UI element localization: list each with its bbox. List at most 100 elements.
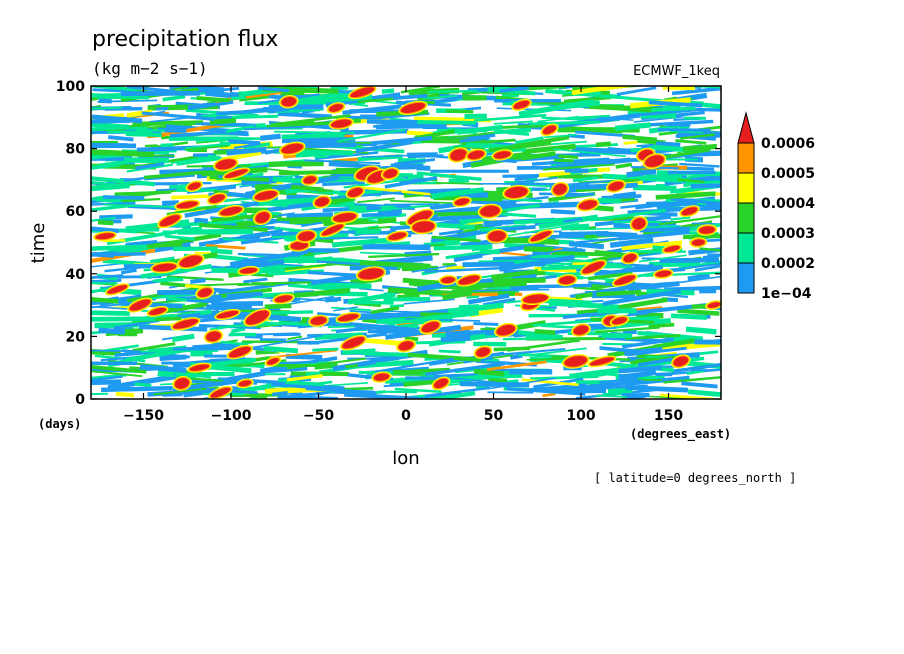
field-streak-level-1: [190, 278, 206, 284]
field-streak-level-1: [259, 338, 287, 342]
field-streak-level-3: [144, 144, 158, 148]
field-streak-level-3: [185, 145, 229, 151]
field-streak-level-1: [91, 114, 143, 124]
field-streak-level-3: [553, 158, 574, 163]
field-streak-level-1: [656, 198, 698, 210]
field-streak-level-1: [565, 192, 595, 198]
field-streak-level-1: [679, 162, 720, 168]
high-precip-cell: [350, 87, 375, 98]
field-streak-level-3: [575, 292, 593, 300]
field-streak-level-1: [696, 178, 713, 181]
field-streak-level-1: [628, 303, 707, 316]
field-streak-level-2: [544, 133, 577, 139]
field-streak-level-1: [216, 107, 290, 116]
high-precip-cell: [664, 245, 680, 252]
field-streak-level-3: [400, 86, 440, 94]
high-precip-cell: [408, 210, 432, 225]
field-streak-level-4: [185, 284, 206, 289]
high-precip-cell: [224, 169, 248, 178]
field-streak-level-1: [91, 262, 127, 270]
field-streak-level-1: [243, 125, 321, 131]
high-precip-cell: [612, 317, 627, 325]
high-precip-cell: [476, 347, 490, 357]
field-streak-level-3: [526, 358, 562, 361]
high-precip-cell: [412, 221, 435, 233]
field-streak-level-3: [677, 178, 705, 184]
y-tick-label: 0: [75, 392, 85, 408]
field-streak-level-1: [626, 168, 657, 178]
field-streak-level-1: [495, 368, 553, 375]
field-streak-level-3: [503, 240, 529, 244]
field-streak-level-1: [397, 204, 411, 209]
field-streak-level-1: [433, 372, 480, 378]
field-streak-level-3: [276, 216, 337, 222]
field-streak-level-2: [429, 310, 480, 321]
colorbar-swatch: [737, 202, 755, 234]
field-streak-level-2: [136, 129, 166, 132]
field-streak-level-2: [502, 337, 555, 341]
field-streak-level-1: [625, 265, 663, 271]
field-streak-level-1: [496, 224, 536, 232]
high-precip-cell: [488, 230, 506, 242]
field-streak-level-3: [153, 301, 209, 316]
field-streak-level-1: [203, 294, 254, 304]
field-streak-level-1: [237, 252, 300, 257]
field-streak-level-2: [501, 212, 537, 218]
field-streak-level-3: [236, 220, 258, 228]
high-precip-cell: [281, 143, 304, 154]
high-precip-cell: [216, 310, 239, 319]
field-streak-level-1: [247, 334, 323, 350]
field-streak-level-2: [515, 136, 544, 144]
field-streak-level-1: [102, 195, 145, 200]
high-precip-cell: [298, 231, 315, 241]
field-streak-level-3: [520, 151, 556, 161]
high-precip-cell: [383, 169, 398, 179]
field-streak-level-2: [651, 106, 696, 112]
high-precip-cell: [450, 149, 467, 161]
field-streak-level-2: [179, 221, 205, 228]
high-precip-cell: [454, 198, 470, 206]
field-streak-level-1: [91, 361, 138, 366]
field-streak-level-2: [225, 124, 255, 133]
precipitation-field: [91, 86, 721, 399]
high-precip-cell: [152, 263, 177, 272]
colorbar-label: 0.0004: [761, 196, 815, 212]
field-streak-level-1: [637, 357, 673, 367]
field-streak-level-1: [278, 392, 323, 399]
field-streak-level-5: [542, 392, 556, 398]
field-streak-level-3: [278, 169, 360, 176]
field-streak-level-2: [394, 387, 442, 393]
high-precip-cell: [400, 102, 426, 113]
field-streak-level-1: [517, 176, 558, 184]
field-streak-level-2: [91, 86, 141, 92]
field-streak-level-1: [277, 111, 332, 119]
field-streak-level-1: [375, 309, 449, 320]
field-streak-level-2: [602, 173, 684, 183]
field-streak-level-1: [120, 268, 137, 275]
field-streak-level-2: [421, 390, 476, 399]
colorbar-swatch: [737, 262, 755, 294]
x-tick-label: −150: [123, 408, 164, 424]
field-streak-level-3: [387, 287, 453, 297]
field-streak-level-1: [704, 206, 721, 211]
field-streak-level-2: [171, 333, 195, 343]
colorbar-swatch: [737, 142, 755, 174]
field-streak-level-1: [460, 381, 530, 388]
field-streak-level-2: [493, 120, 533, 125]
high-precip-cell: [174, 378, 190, 389]
high-precip-cell: [333, 213, 357, 222]
high-precip-cell: [238, 380, 252, 387]
field-streak-level-2: [350, 359, 414, 369]
field-streak-level-1: [609, 237, 654, 248]
field-streak-level-2: [229, 332, 257, 337]
field-streak-level-2: [639, 254, 687, 263]
field-streak-level-1: [360, 114, 382, 120]
field-streak-level-1: [568, 241, 605, 250]
field-streak-level-2: [590, 208, 666, 222]
field-streak-level-1: [105, 252, 146, 257]
field-streak-level-4: [571, 86, 645, 96]
field-streak-level-2: [601, 332, 633, 339]
field-streak-level-3: [558, 154, 579, 159]
field-streak-level-1: [430, 169, 509, 173]
field-streak-level-2: [348, 204, 367, 212]
